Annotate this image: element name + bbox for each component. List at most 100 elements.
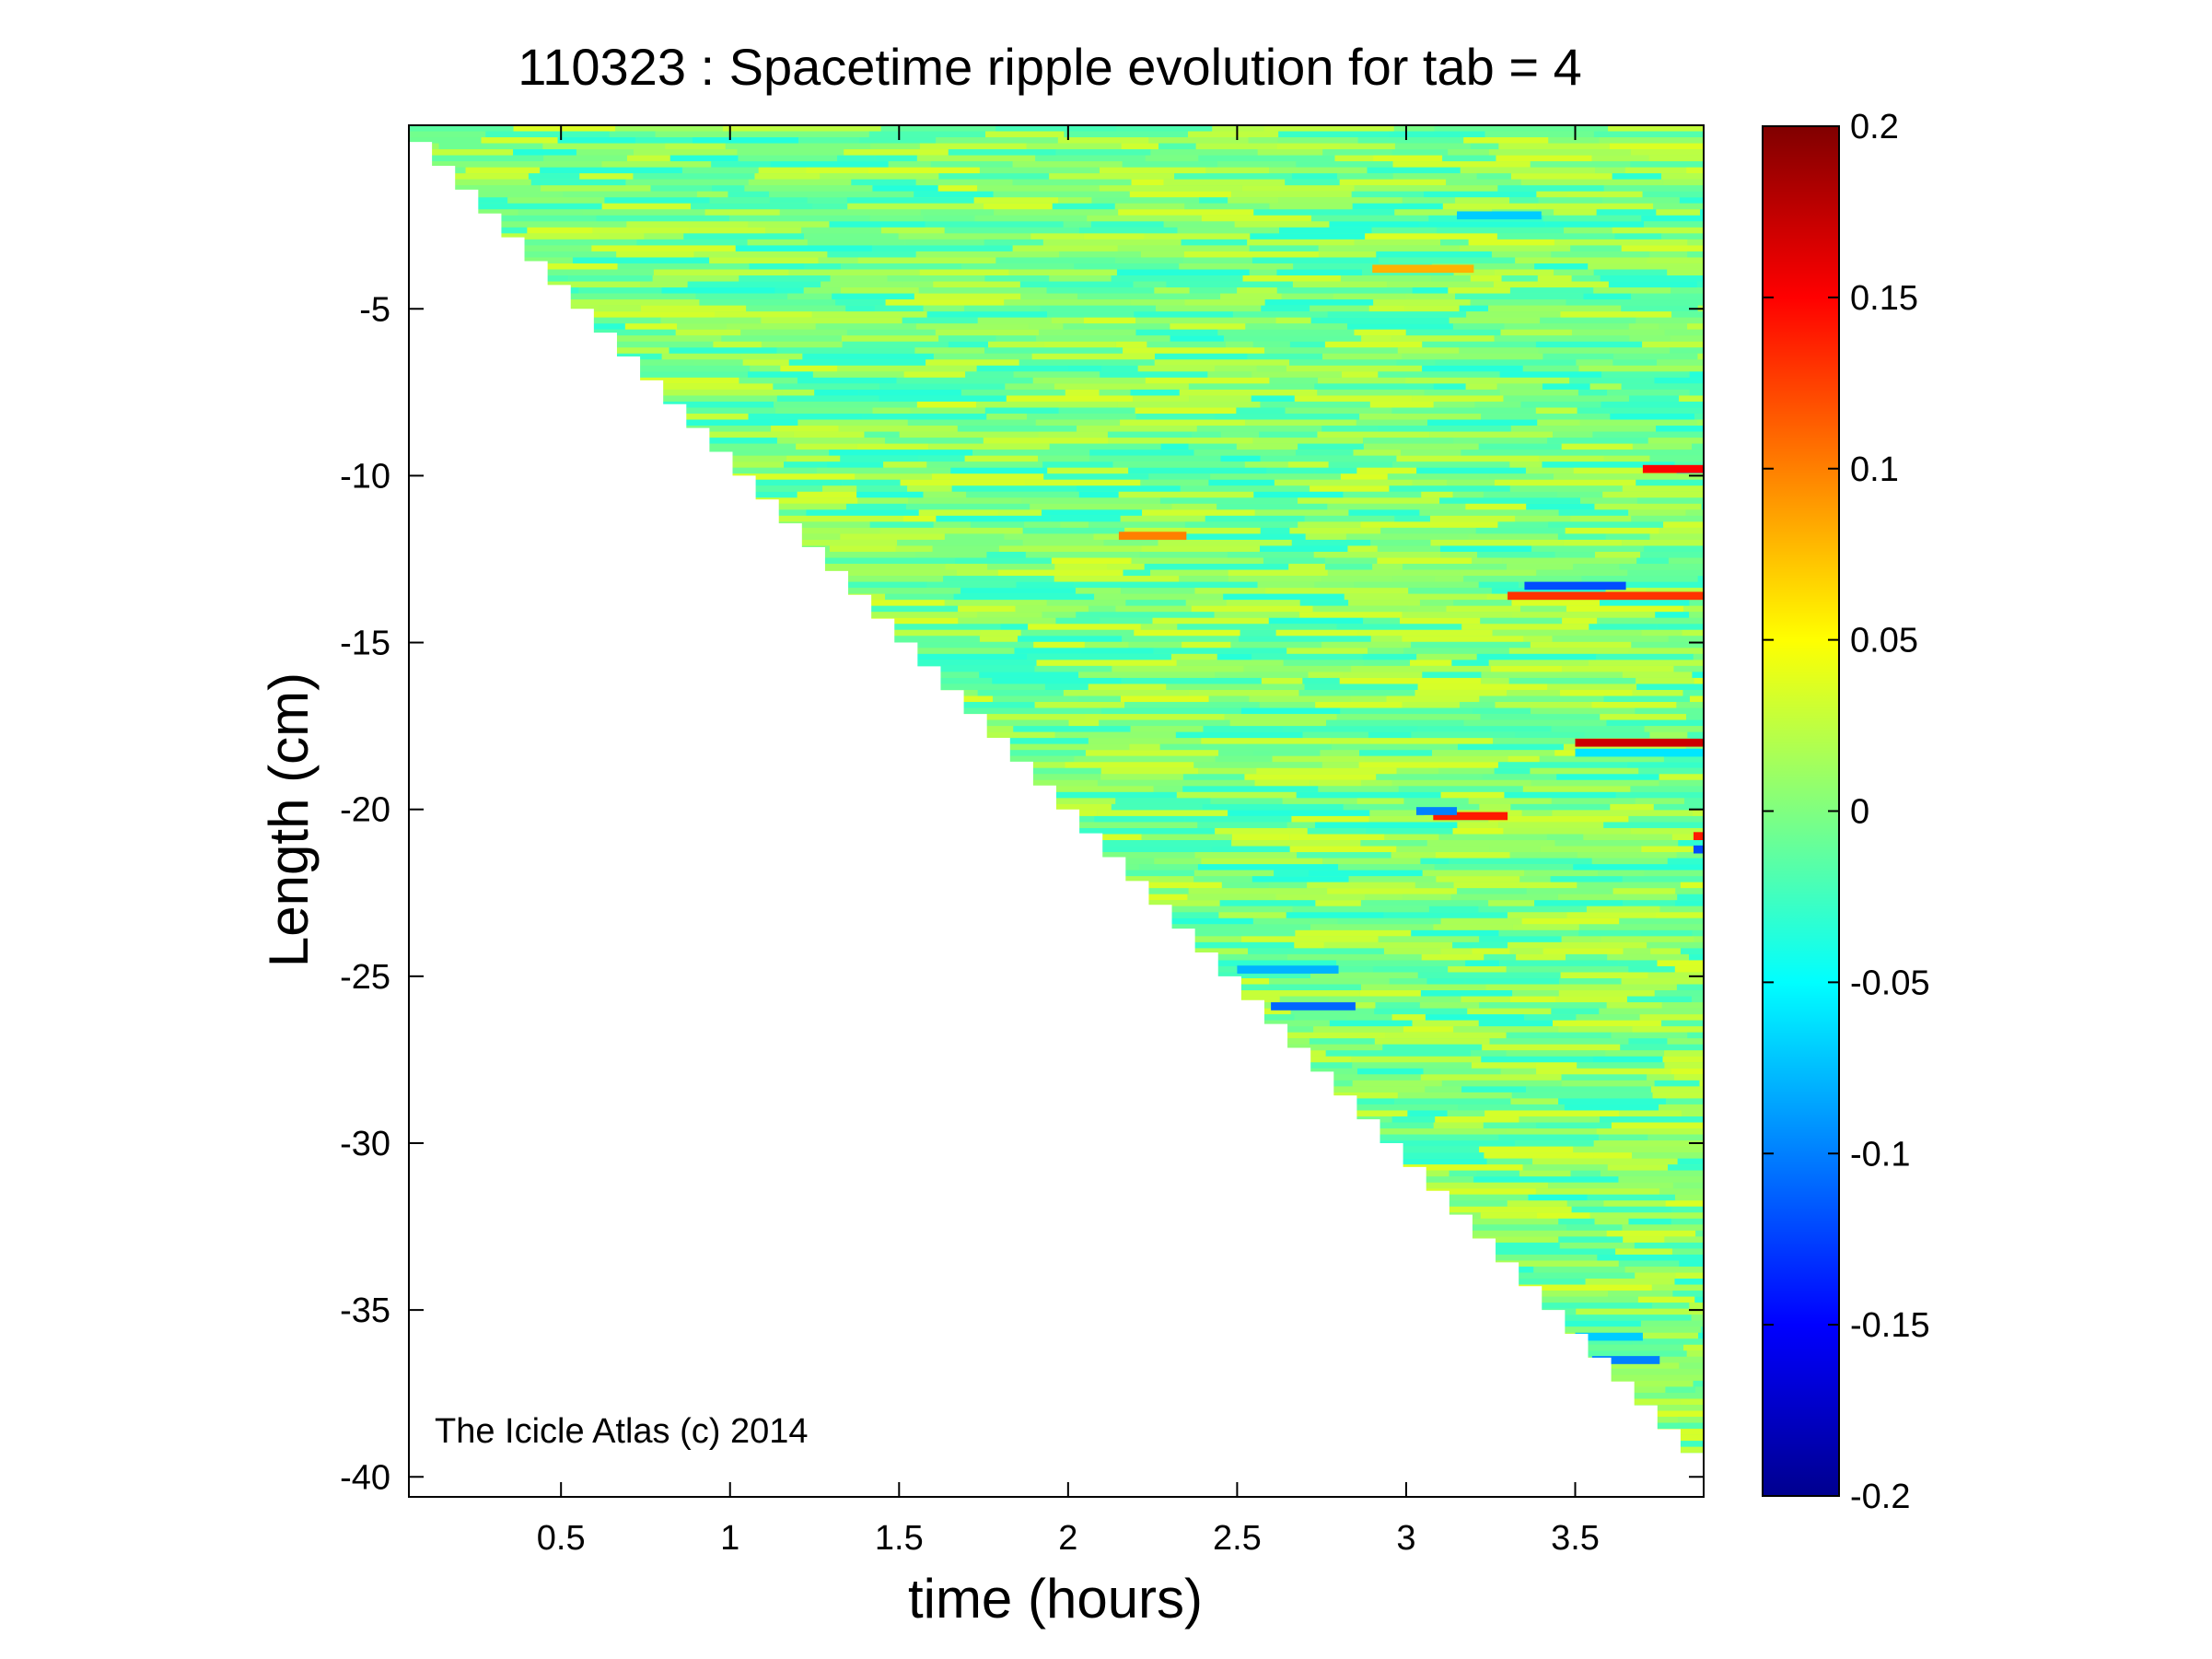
heatmap-streak: [1376, 251, 1492, 258]
heatmap-streak: [1135, 414, 1215, 420]
heatmap-streak: [1321, 426, 1378, 432]
heatmap-streak: [862, 414, 987, 420]
heatmap-streak: [1029, 323, 1064, 330]
heatmap-streak: [846, 197, 974, 204]
heatmap-streak: [1188, 443, 1237, 450]
heatmap-streak: [722, 125, 771, 132]
heatmap-streak: [1078, 672, 1216, 678]
heatmap-streak: [1628, 1218, 1671, 1225]
heatmap-streak: [1452, 1218, 1559, 1225]
heatmap-streak: [1310, 972, 1418, 979]
heatmap-streak: [1459, 245, 1571, 251]
heatmap-streak: [655, 131, 728, 138]
heatmap-streak: [1083, 233, 1145, 240]
heatmap-streak: [1557, 533, 1606, 540]
heatmap-streak: [1249, 245, 1319, 251]
heatmap-streak: [748, 221, 830, 228]
heatmap-streak: [1099, 389, 1131, 396]
heatmap-streak: [811, 557, 956, 565]
heatmap-streak: [1085, 750, 1219, 756]
heatmap-streak: [1657, 359, 1704, 366]
heatmap-streak: [1256, 767, 1397, 775]
heatmap-streak: [1640, 552, 1704, 558]
heatmap-streak: [1509, 948, 1543, 954]
heatmap-streak: [1422, 365, 1523, 372]
heatmap-streak: [1170, 323, 1246, 330]
heatmap-streak: [652, 275, 739, 282]
heatmap-streak: [1639, 1410, 1704, 1418]
heatmap-streak: [1536, 203, 1654, 210]
heatmap-streak: [902, 515, 937, 522]
heatmap-streak: [1621, 305, 1698, 312]
heatmap-streak: [827, 251, 916, 258]
heatmap-streak: [1692, 443, 1704, 450]
heatmap-streak: [1448, 149, 1489, 156]
heatmap-streak: [859, 137, 937, 144]
heatmap-streak: [1130, 726, 1204, 732]
heatmap-streak: [1542, 461, 1675, 468]
x-tick-label: 1: [720, 1519, 739, 1558]
heatmap-streak: [1338, 864, 1435, 870]
heatmap-streak: [1494, 479, 1636, 486]
heatmap-streak: [1075, 588, 1122, 594]
heatmap-streak: [1068, 719, 1100, 727]
heatmap-streak: [625, 179, 749, 186]
heatmap-streak: [468, 203, 602, 210]
heatmap-streak: [1148, 137, 1249, 144]
heatmap-streak: [1289, 359, 1397, 366]
heatmap-streak: [1406, 1170, 1449, 1177]
heatmap-streak: [1423, 191, 1537, 198]
heatmap-streak: [1676, 702, 1704, 708]
heatmap-streak: [1412, 479, 1448, 486]
heatmap-streak: [1509, 852, 1578, 859]
heatmap-streak: [818, 257, 858, 263]
heatmap-streak: [1543, 215, 1642, 222]
heatmap-streak: [1676, 852, 1704, 859]
heatmap-streak: [925, 221, 1064, 228]
heatmap-streak: [1509, 996, 1556, 1003]
heatmap-streak: [995, 257, 1116, 263]
heatmap-streak: [1624, 167, 1687, 174]
heatmap-streak: [718, 461, 785, 468]
heatmap-streak: [926, 311, 1048, 318]
heatmap-streak: [1184, 299, 1265, 306]
heatmap-streak: [1571, 275, 1601, 282]
heatmap-streak: [1686, 714, 1704, 720]
heatmap-streak: [1047, 467, 1129, 474]
heatmap-streak: [1260, 401, 1370, 408]
heatmap-streak: [1377, 1140, 1516, 1147]
heatmap-streak: [993, 695, 1079, 703]
heatmap-streak: [1474, 401, 1521, 408]
heatmap-streak: [1452, 827, 1504, 835]
heatmap-streak: [1599, 1008, 1704, 1015]
colorbar-tick-label: -0.05: [1850, 964, 1930, 1002]
heatmap-streak: [1154, 353, 1248, 360]
heatmap-streak: [883, 461, 927, 468]
heatmap-streak: [1489, 473, 1554, 480]
heatmap-streak: [1556, 774, 1659, 780]
heatmap-streak: [1324, 564, 1373, 570]
heatmap-streak: [1369, 738, 1494, 744]
heatmap-streak: [915, 251, 1060, 258]
heatmap-streak: [747, 239, 808, 246]
heatmap-streak: [1538, 197, 1603, 204]
heatmap-streak: [1521, 810, 1553, 816]
heatmap-streak: [462, 197, 508, 204]
heatmap-streak: [1573, 564, 1620, 570]
heatmap-streak: [1606, 719, 1704, 727]
heatmap-streak: [1624, 1267, 1704, 1273]
heatmap-streak: [1128, 467, 1267, 474]
heatmap-streak: [1340, 275, 1432, 282]
heatmap-streak: [528, 173, 580, 180]
heatmap-streak: [1020, 629, 1135, 637]
heatmap-streak: [1592, 431, 1704, 438]
heatmap-streak: [1440, 917, 1522, 925]
heatmap-streak: [933, 521, 971, 528]
heatmap-streak: [1054, 576, 1180, 582]
heatmap-streak: [1074, 581, 1208, 589]
heatmap-streak: [1241, 936, 1379, 942]
heatmap-streak: [1158, 876, 1194, 882]
heatmap-streak: [1584, 731, 1650, 739]
heatmap-streak: [953, 648, 1015, 654]
heatmap-streak: [1140, 251, 1184, 258]
